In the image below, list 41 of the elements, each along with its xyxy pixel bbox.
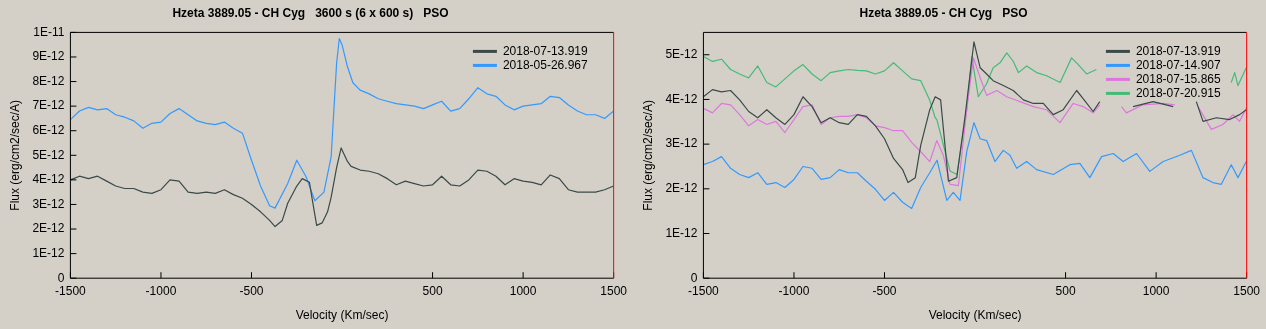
y-tick-label: 1E-12 <box>665 225 698 240</box>
y-tick-label: 6E-12 <box>32 123 65 138</box>
legend-label: 2018-07-20.915 <box>1135 85 1221 100</box>
chart-title: Hzeta 3889.05 - CH Cyg 3600 s (6 x 600 s) PSO <box>172 5 449 20</box>
legend-label: 2018-07-14.907 <box>1135 57 1221 72</box>
y-tick-label: 4E-12 <box>32 172 65 187</box>
legend-label: 2018-07-13.919 <box>502 43 588 58</box>
y-axis-title: Flux (erg/cm2/sec/A) <box>640 99 655 211</box>
y-tick-label: 5E-12 <box>665 47 698 62</box>
y-tick-label: 7E-12 <box>32 98 65 113</box>
y-tick-label: 5E-12 <box>32 147 65 162</box>
x-axis-title: Velocity (Km/sec) <box>295 308 389 323</box>
y-tick-label: 1E-11 <box>33 24 65 39</box>
y-tick-label: 8E-12 <box>32 73 65 88</box>
x-tick-label: 500 <box>422 283 443 298</box>
y-axis-title: Flux (erg/cm2/sec/A) <box>7 99 22 211</box>
y-tick-label: 3E-12 <box>665 136 698 151</box>
x-tick-label: -500 <box>872 283 897 298</box>
x-tick-label: -1000 <box>145 283 177 298</box>
y-tick-label: 4E-12 <box>665 91 698 106</box>
x-tick-label: 1500 <box>600 283 628 298</box>
x-tick-label: 500 <box>1055 283 1076 298</box>
chart-title: Hzeta 3889.05 - CH Cyg PSO <box>859 5 1028 20</box>
y-tick-label: 2E-12 <box>32 221 65 236</box>
legend-label: 2018-07-13.919 <box>1135 43 1221 58</box>
y-tick-label: 2E-12 <box>665 181 698 196</box>
y-tick-label: 3E-12 <box>32 196 65 211</box>
x-tick-label: -1500 <box>55 283 87 298</box>
y-tick-label: 1E-12 <box>32 245 65 260</box>
x-tick-label: 1000 <box>1142 283 1170 298</box>
x-tick-label: 1500 <box>1233 283 1261 298</box>
x-tick-label: -500 <box>239 283 264 298</box>
x-tick-label: -1000 <box>778 283 810 298</box>
x-axis-title: Velocity (Km/sec) <box>928 308 1022 323</box>
legend-label: 2018-05-26.967 <box>502 57 588 72</box>
y-tick-label: 0 <box>57 270 65 285</box>
y-tick-label: 0 <box>690 270 698 285</box>
y-tick-label: 9E-12 <box>32 49 65 64</box>
legend-label: 2018-07-15.865 <box>1135 71 1221 86</box>
x-tick-label: -1500 <box>688 283 720 298</box>
x-tick-label: 1000 <box>509 283 537 298</box>
